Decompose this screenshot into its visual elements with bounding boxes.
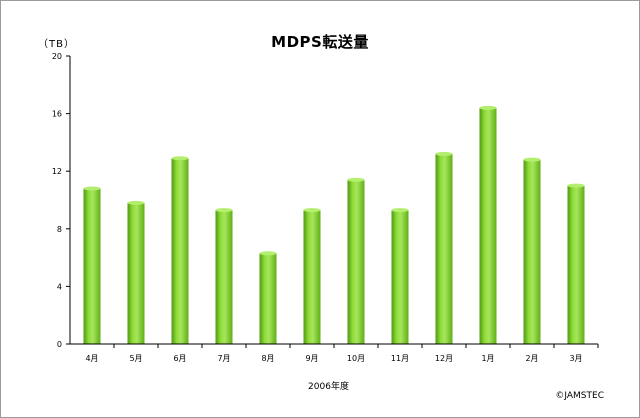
bar-top-highlight (435, 151, 453, 156)
x-tick-label: 7月 (217, 354, 230, 363)
y-tick-label: 0 (57, 340, 62, 349)
x-tick-label: 5月 (129, 354, 142, 363)
bar (347, 179, 365, 344)
x-tick-label: 4月 (85, 354, 98, 363)
bar-top-highlight (127, 200, 145, 205)
bar (523, 159, 541, 344)
bar-series (83, 105, 585, 344)
x-tick-label: 9月 (305, 354, 318, 363)
bar-top-highlight (303, 208, 321, 213)
bar-top-highlight (171, 156, 189, 161)
bar-top-highlight (215, 208, 233, 213)
y-axis-ticks: 0 4 8 12 16 20 (52, 52, 70, 349)
bar-top-highlight (83, 186, 101, 191)
bar (215, 210, 233, 344)
bar (259, 253, 277, 344)
bar (391, 210, 409, 344)
y-axis-unit-label: （TB） (38, 39, 75, 50)
x-tick-label: 11月 (391, 354, 409, 363)
bar (567, 185, 585, 344)
x-tick-label: 8月 (261, 354, 274, 363)
x-tick-label: 10月 (347, 354, 365, 363)
y-tick-label: 4 (57, 282, 62, 291)
y-tick-label: 12 (52, 167, 62, 176)
bar (303, 210, 321, 344)
chart-title: MDPS転送量 (271, 33, 369, 51)
bar-top-highlight (567, 183, 585, 188)
x-tick-label: 3月 (569, 354, 582, 363)
y-tick-label: 8 (57, 225, 62, 234)
bar-top-highlight (259, 251, 277, 256)
x-tick-label: 6月 (173, 354, 186, 363)
bar-top-highlight (479, 105, 497, 110)
y-tick-label: 16 (52, 110, 62, 119)
bar (83, 188, 101, 344)
x-tick-label: 12月 (435, 354, 453, 363)
bar (127, 202, 145, 344)
x-tick-label: 1月 (481, 354, 494, 363)
bar (435, 153, 453, 344)
x-axis-title: 2006年度 (308, 382, 349, 392)
copyright-credit: ©JAMSTEC (555, 391, 604, 401)
y-tick-label: 20 (52, 52, 62, 61)
bar (171, 158, 189, 344)
bar-top-highlight (347, 177, 365, 182)
bar (479, 107, 497, 344)
x-axis-ticks: 4月 5月 6月 7月 8月 9月 10月 11月 12月 1月 2月 3月 (85, 344, 599, 363)
x-tick-label: 2月 (525, 354, 538, 363)
bar-top-highlight (523, 157, 541, 162)
bar-top-highlight (391, 208, 409, 213)
